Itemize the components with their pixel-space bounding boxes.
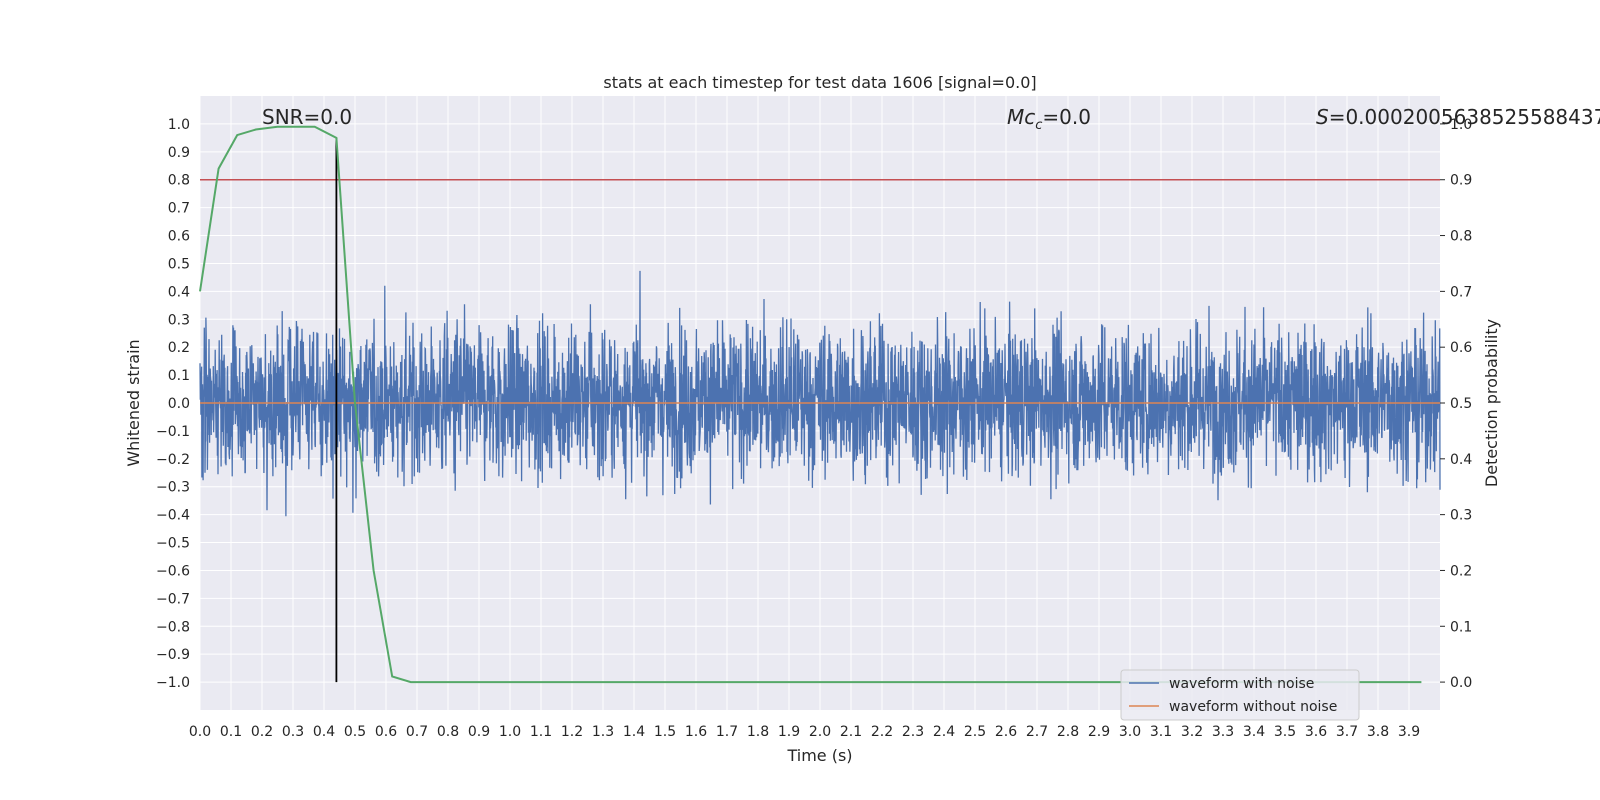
x-tick-label: 1.5 [654, 724, 676, 740]
y-axis-label-right: Detection probability [1482, 319, 1501, 487]
x-tick-label: 0.0 [189, 724, 211, 740]
y-tick-label-left: −0.2 [156, 452, 190, 468]
x-tick-label: 0.8 [437, 724, 459, 740]
y-tick-label-right: 0.6 [1450, 340, 1472, 356]
chirp-mass-symbol: Mc [1007, 105, 1035, 129]
ticks-layer: 0.0 0.1 0.2 0.3 0.4 0.5 0.6 0.7 0.8 0.9 1.0 1.1 1.2 1… [156, 117, 1472, 740]
x-tick-label: 1.8 [747, 724, 769, 740]
y-tick-label-right: 1.0 [1450, 117, 1472, 133]
y-tick-label-right: 0.9 [1450, 173, 1472, 189]
x-tick-label: 3.8 [1367, 724, 1389, 740]
x-tick-label: 0.1 [220, 724, 242, 740]
legend-label-clean: waveform without noise [1169, 699, 1337, 715]
chirp-mass-value: =0.0 [1042, 105, 1091, 129]
y-tick-label-left: −0.5 [156, 536, 190, 552]
x-tick-label: 2.8 [1057, 724, 1079, 740]
x-tick-label: 2.3 [902, 724, 924, 740]
y-tick-label-left: 1.0 [168, 117, 190, 133]
x-tick-label: 0.5 [344, 724, 366, 740]
x-tick-label: 1.3 [592, 724, 614, 740]
x-tick-label: 2.7 [1026, 724, 1048, 740]
x-tick-label: 2.1 [840, 724, 862, 740]
x-tick-label: 2.9 [1088, 724, 1110, 740]
y-tick-label-left: −0.7 [156, 591, 190, 607]
y-tick-label-right: 0.8 [1450, 229, 1472, 245]
y-tick-label-left: −1.0 [156, 675, 190, 691]
legend: waveform with noise waveform without noi… [1120, 669, 1360, 721]
y-tick-label-left: 0.8 [168, 173, 190, 189]
x-tick-label: 3.4 [1243, 724, 1265, 740]
x-tick-label: 2.0 [809, 724, 831, 740]
x-tick-label: 3.5 [1274, 724, 1296, 740]
chirp-mass-annotation: Mcc=0.0 [1007, 105, 1091, 133]
y-axis-label-left: Whitened strain [124, 339, 143, 466]
s-stat-symbol: S [1316, 105, 1329, 129]
y-tick-label-right: 0.7 [1450, 284, 1472, 300]
y-tick-label-left: 0.5 [168, 256, 190, 272]
x-tick-label: 0.2 [251, 724, 273, 740]
x-tick-label: 2.5 [964, 724, 986, 740]
y-tick-label-right: 0.1 [1450, 619, 1472, 635]
series-detection-probability [199, 125, 1422, 684]
y-tick-label-left: −0.8 [156, 619, 190, 635]
x-tick-label: 0.4 [313, 724, 335, 740]
series-waveform-with-noise [199, 270, 1441, 517]
y-tick-label-right: 0.3 [1450, 508, 1472, 524]
y-tick-label-left: 0.3 [168, 312, 190, 328]
y-tick-label-left: 0.1 [168, 368, 190, 384]
series-layer [199, 125, 1441, 684]
chirp-mass-subscript: c [1035, 118, 1042, 133]
y-tick-label-left: 0.2 [168, 340, 190, 356]
y-tick-label-right: 0.4 [1450, 452, 1472, 468]
y-tick-label-right: 0.2 [1450, 563, 1472, 579]
x-tick-label: 3.7 [1336, 724, 1358, 740]
x-tick-label: 1.1 [530, 724, 552, 740]
x-tick-label: 3.2 [1181, 724, 1203, 740]
x-tick-label: 0.6 [375, 724, 397, 740]
x-tick-label: 3.3 [1212, 724, 1234, 740]
x-tick-label: 1.6 [685, 724, 707, 740]
x-tick-label: 0.3 [282, 724, 304, 740]
x-tick-label: 1.4 [623, 724, 645, 740]
x-tick-label: 3.1 [1150, 724, 1172, 740]
chart-title: stats at each timestep for test data 160… [603, 73, 1036, 92]
y-tick-label-right: 0.5 [1450, 396, 1472, 412]
s-stat-annotation: S=0.00020056385255884378 [1316, 105, 1600, 129]
y-tick-label-left: −0.6 [156, 563, 190, 579]
y-tick-label-left: −0.3 [156, 480, 190, 496]
y-tick-label-left: 0.4 [168, 284, 190, 300]
snr-annotation: SNR=0.0 [262, 105, 352, 129]
x-tick-label: 3.0 [1119, 724, 1141, 740]
y-tick-label-left: 0.7 [168, 201, 190, 217]
x-axis-label: Time (s) [786, 746, 852, 765]
x-tick-label: 1.9 [778, 724, 800, 740]
y-tick-label-left: −0.1 [156, 424, 190, 440]
x-tick-label: 3.9 [1398, 724, 1420, 740]
x-tick-label: 2.4 [933, 724, 955, 740]
x-tick-label: 3.6 [1305, 724, 1327, 740]
y-tick-label-right: 0.0 [1450, 675, 1472, 691]
legend-box [1120, 669, 1360, 721]
y-tick-label-left: −0.9 [156, 647, 190, 663]
s-stat-value: =0.00020056385255884378 [1329, 105, 1600, 129]
x-tick-label: 1.7 [716, 724, 738, 740]
y-tick-label-left: 0.6 [168, 229, 190, 245]
y-tick-label-left: 0.0 [168, 396, 190, 412]
x-tick-label: 1.2 [561, 724, 583, 740]
y-tick-label-left: 0.9 [168, 145, 190, 161]
y-tick-label-left: −0.4 [156, 508, 190, 524]
x-tick-label: 0.9 [468, 724, 490, 740]
x-tick-label: 2.2 [871, 724, 893, 740]
x-tick-label: 0.7 [406, 724, 428, 740]
x-tick-label: 2.6 [995, 724, 1017, 740]
legend-label-noise: waveform with noise [1169, 676, 1314, 692]
x-tick-label: 1.0 [499, 724, 521, 740]
